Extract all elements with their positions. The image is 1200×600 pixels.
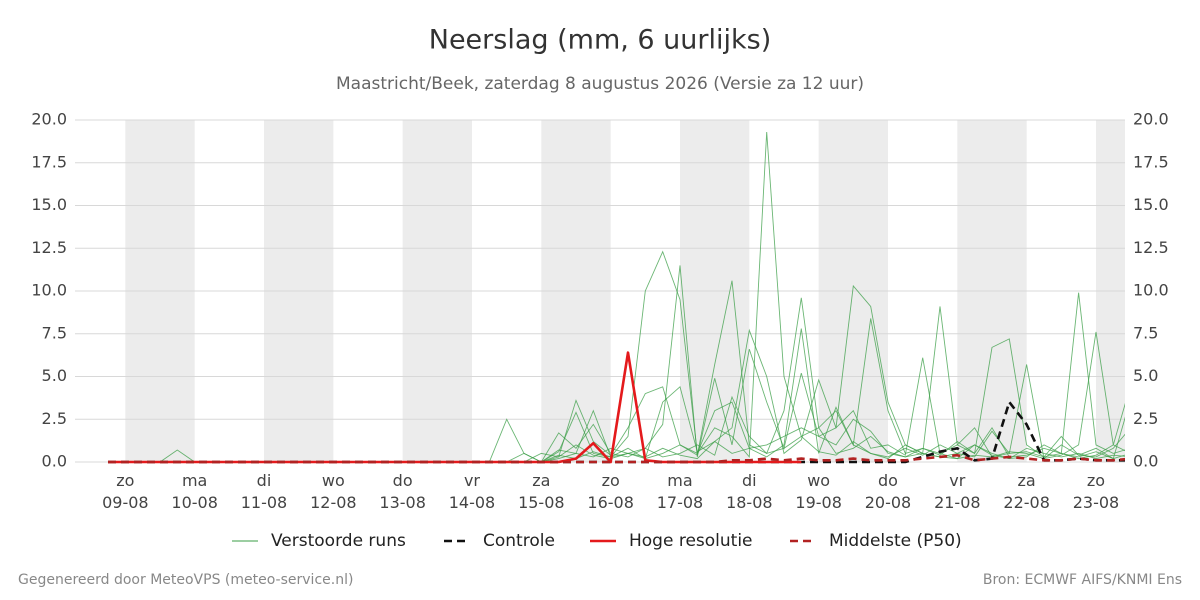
y-tick-label: 0.0 [42,452,67,471]
x-tick-label: ma 17-08 [656,471,704,512]
legend-label: Controle [483,531,555,551]
x-tick-label: wo 12-08 [310,471,357,512]
y-tick-label: 17.5 [31,152,67,171]
x-tick-label: wo 19-08 [795,471,842,512]
x-tick-label: di 11-08 [240,471,288,512]
x-tick-label: zo 16-08 [587,471,634,512]
x-tick-label: do 13-08 [379,471,426,512]
y2-tick-label: 12.5 [1133,238,1169,257]
x-tick-label: vr 21-08 [934,471,981,512]
x-tick-label: za 15-08 [518,471,565,512]
chart-subtitle: Maastricht/Beek, zaterdag 8 augustus 202… [336,74,864,94]
x-tick-label: do 20-08 [864,471,912,512]
legend-label: Hoge resolutie [629,531,753,551]
y2-tick-label: 2.5 [1133,409,1158,428]
series-line [108,453,1125,464]
x-tick-label: zo 23-08 [1072,471,1120,512]
chart-title: Neerslag (mm, 6 uurlijks) [429,25,771,56]
y-tick-label: 12.5 [31,238,67,257]
footer-left: Gegenereerd door MeteoVPS (meteo-service… [18,572,353,588]
y2-tick-label: 10.0 [1133,281,1169,300]
y2-tick-label: 7.5 [1133,323,1158,342]
y-tick-label: 2.5 [42,409,67,428]
x-tick-label: di 18-08 [726,471,773,512]
legend-label: Middelste (P50) [829,531,962,551]
y-tick-label: 5.0 [42,366,67,385]
y-tick-label: 15.0 [31,195,67,214]
x-tick-label: zo 09-08 [102,471,149,512]
x-tick-label: za 22-08 [1003,471,1050,512]
y-tick-label: 10.0 [31,281,67,300]
y2-tick-label: 5.0 [1133,366,1158,385]
legend-label: Verstoorde runs [271,531,406,551]
y2-tick-label: 15.0 [1133,195,1169,214]
y-tick-label: 7.5 [42,323,67,342]
y2-tick-label: 17.5 [1133,152,1169,171]
y2-tick-label: 20.0 [1133,110,1169,129]
footer-right: Bron: ECMWF AIFS/KNMI Ens [983,572,1182,588]
y2-tick-label: 0.0 [1133,452,1158,471]
x-tick-label: ma 10-08 [171,471,218,512]
x-tick-label: vr 14-08 [448,471,496,512]
y-tick-label: 20.0 [31,110,67,129]
